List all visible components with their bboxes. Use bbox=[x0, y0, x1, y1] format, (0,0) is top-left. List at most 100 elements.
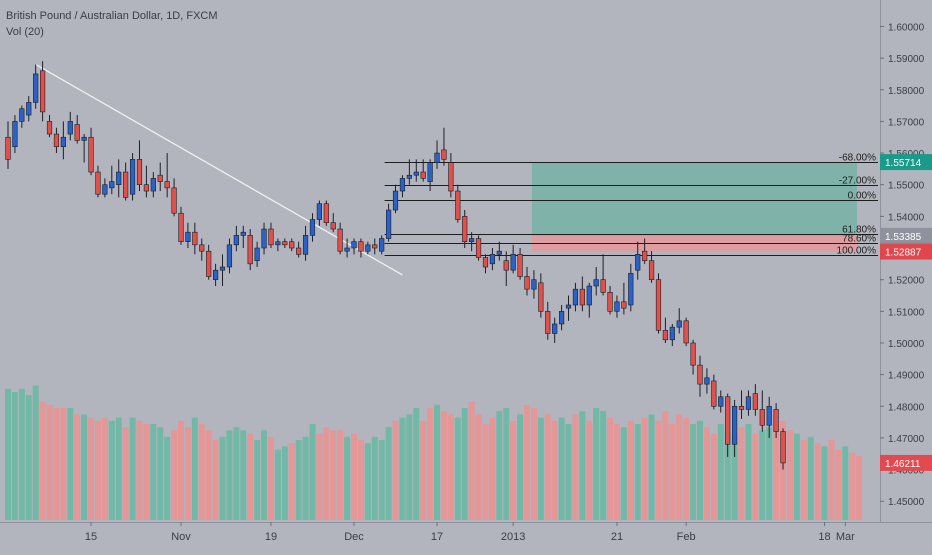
volume-bar bbox=[447, 414, 454, 520]
fib-level-label: -27.00% bbox=[839, 176, 876, 187]
volume-bar bbox=[108, 420, 115, 520]
volume-bar bbox=[842, 446, 849, 520]
volume-bar bbox=[205, 430, 212, 520]
volume-bar bbox=[565, 424, 572, 520]
candle-body bbox=[711, 380, 717, 407]
candle-body bbox=[655, 279, 662, 331]
candle-body bbox=[718, 396, 724, 407]
candle-body bbox=[46, 121, 53, 135]
symbol-title: British Pound / Australian Dollar, 1D, F… bbox=[6, 10, 218, 22]
candle-body bbox=[462, 216, 468, 242]
candle-body bbox=[565, 304, 572, 309]
candle-body bbox=[12, 121, 18, 148]
volume-bar bbox=[613, 424, 620, 520]
volume-bar bbox=[32, 385, 39, 520]
volume-bar bbox=[219, 436, 226, 520]
volume-bar bbox=[586, 420, 593, 520]
candle-body bbox=[337, 228, 343, 252]
candle-body bbox=[296, 247, 302, 255]
price-badge-last bbox=[880, 454, 932, 471]
candle-body bbox=[19, 108, 25, 122]
volume-bar bbox=[849, 452, 856, 520]
candle-body bbox=[157, 174, 163, 182]
candle-body bbox=[669, 326, 675, 341]
volume-bar bbox=[530, 408, 537, 520]
candle-body bbox=[690, 342, 696, 366]
candle-body bbox=[552, 323, 558, 334]
candle-body bbox=[545, 311, 551, 334]
volume-bar bbox=[399, 417, 406, 520]
candle-body bbox=[628, 273, 634, 306]
candle-body bbox=[475, 238, 482, 258]
price-tick-label: 1.49000 bbox=[888, 371, 925, 382]
volume-bar bbox=[129, 417, 136, 520]
candle-body bbox=[330, 222, 336, 230]
volume-bar bbox=[157, 427, 164, 520]
volume-bar bbox=[46, 404, 53, 520]
candle-body bbox=[683, 320, 689, 344]
volume-bar bbox=[427, 408, 434, 520]
volume-bar bbox=[821, 446, 828, 520]
volume-bar bbox=[572, 414, 579, 520]
volume-bar bbox=[316, 433, 323, 520]
candle-body bbox=[199, 244, 205, 252]
volume-bar bbox=[18, 388, 25, 520]
candle-body bbox=[261, 228, 267, 249]
volume-bar bbox=[468, 401, 475, 520]
price-badge-target bbox=[880, 154, 932, 171]
volume-bar bbox=[690, 424, 697, 520]
volume-bar bbox=[150, 424, 157, 520]
target-zone bbox=[531, 162, 857, 236]
time-axis[interactable]: 15 Nov 19 Dec 17 2013 21 Feb 18 Mar bbox=[85, 522, 855, 543]
candle-body bbox=[302, 235, 309, 255]
volume-bar bbox=[330, 430, 337, 520]
volume-bar bbox=[558, 417, 565, 520]
volume-bar bbox=[247, 433, 254, 520]
candle-body bbox=[635, 254, 641, 271]
volume-bar bbox=[607, 417, 614, 520]
price-badge-label: 1.53385 bbox=[885, 232, 922, 243]
volume-bar bbox=[676, 414, 683, 520]
candle-body bbox=[379, 238, 385, 252]
volume-bar bbox=[738, 427, 745, 520]
candle-body bbox=[427, 162, 433, 182]
candle-body bbox=[109, 181, 115, 189]
price-badge-label: 1.55714 bbox=[885, 158, 922, 169]
price-tick-label: 1.50000 bbox=[888, 339, 925, 350]
candle-body bbox=[593, 279, 599, 287]
volume-bar bbox=[309, 424, 316, 520]
candle-body bbox=[81, 136, 87, 141]
volume-bar bbox=[793, 433, 800, 520]
candle-body bbox=[607, 292, 613, 312]
volume-bar bbox=[240, 430, 247, 520]
volume-bar bbox=[323, 427, 330, 520]
candle-body bbox=[448, 162, 454, 192]
price-tick-label: 1.45000 bbox=[888, 497, 925, 508]
volume-bar bbox=[496, 411, 503, 520]
candle-body bbox=[503, 260, 509, 271]
volume-bar bbox=[288, 443, 295, 520]
candle-body bbox=[136, 159, 143, 186]
volume-bar bbox=[254, 440, 261, 520]
price-tick-label: 1.52000 bbox=[888, 276, 925, 287]
volume-bar bbox=[267, 436, 274, 520]
volume-bar bbox=[697, 420, 703, 520]
candle-body bbox=[697, 364, 703, 385]
volume-bar bbox=[683, 417, 690, 520]
candle-body bbox=[676, 320, 682, 328]
candle-body bbox=[185, 231, 191, 242]
volume-bar bbox=[440, 411, 447, 520]
price-badge-current bbox=[880, 227, 932, 244]
price-tick-label: 1.55000 bbox=[888, 181, 925, 192]
volume-bar bbox=[357, 440, 364, 520]
volume-bar bbox=[81, 414, 88, 520]
candle-body bbox=[143, 184, 150, 192]
candle-body bbox=[441, 149, 447, 160]
candle-body bbox=[129, 159, 136, 195]
volume-bar bbox=[434, 404, 441, 520]
volume-bar bbox=[212, 440, 219, 520]
candle-body bbox=[586, 285, 592, 306]
candle-body bbox=[496, 250, 502, 255]
candle-body bbox=[351, 241, 357, 249]
